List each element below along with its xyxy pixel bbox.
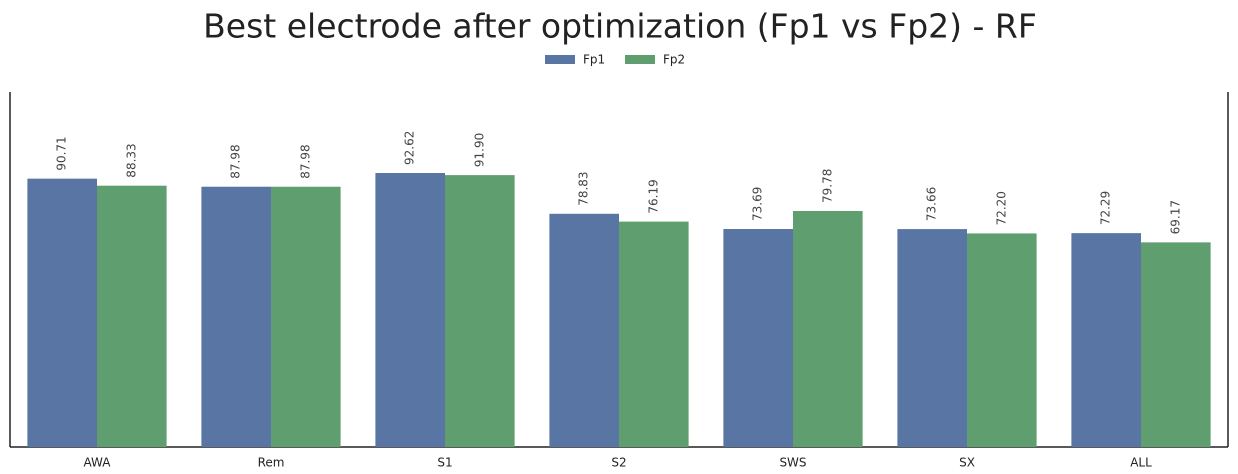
bar (27, 178, 97, 447)
x-tick-label: Rem (258, 456, 285, 470)
legend-swatch (625, 55, 655, 64)
bar (445, 175, 515, 448)
bar (271, 186, 341, 447)
data-label: 88.33 (124, 143, 138, 177)
data-label: 79.78 (820, 169, 834, 203)
data-label: 76.19 (646, 179, 660, 213)
legend-label: Fp1 (583, 53, 605, 67)
bar (793, 210, 863, 447)
data-label: 78.83 (577, 171, 591, 205)
bar (619, 221, 689, 447)
bar (201, 186, 271, 447)
x-tick-label: S2 (611, 456, 626, 470)
bar (1141, 242, 1211, 447)
bar (723, 229, 793, 447)
bar (375, 172, 445, 448)
x-tick-label: AWA (84, 456, 112, 470)
data-label: 91.90 (472, 133, 486, 167)
x-tick-label: ALL (1130, 456, 1152, 470)
x-tick-label: SWS (779, 456, 806, 470)
data-label: 73.69 (751, 187, 765, 221)
bar (897, 229, 967, 447)
data-label: 87.98 (229, 144, 243, 178)
x-tick-label: SX (959, 456, 975, 470)
chart-title: Best electrode after optimization (Fp1 v… (203, 7, 1037, 46)
data-label: 72.20 (994, 191, 1008, 225)
data-label: 72.29 (1099, 191, 1113, 225)
data-label: 92.62 (403, 131, 417, 165)
bar (1071, 233, 1141, 447)
data-label: 90.71 (55, 136, 69, 170)
bar (97, 185, 167, 447)
bar (967, 233, 1037, 447)
data-label: 73.66 (925, 187, 939, 221)
bar (549, 213, 619, 447)
legend-label: Fp2 (663, 53, 685, 67)
data-label: 69.17 (1168, 200, 1182, 234)
x-tick-label: S1 (437, 456, 452, 470)
data-label: 87.98 (298, 144, 312, 178)
legend-swatch (545, 55, 575, 64)
